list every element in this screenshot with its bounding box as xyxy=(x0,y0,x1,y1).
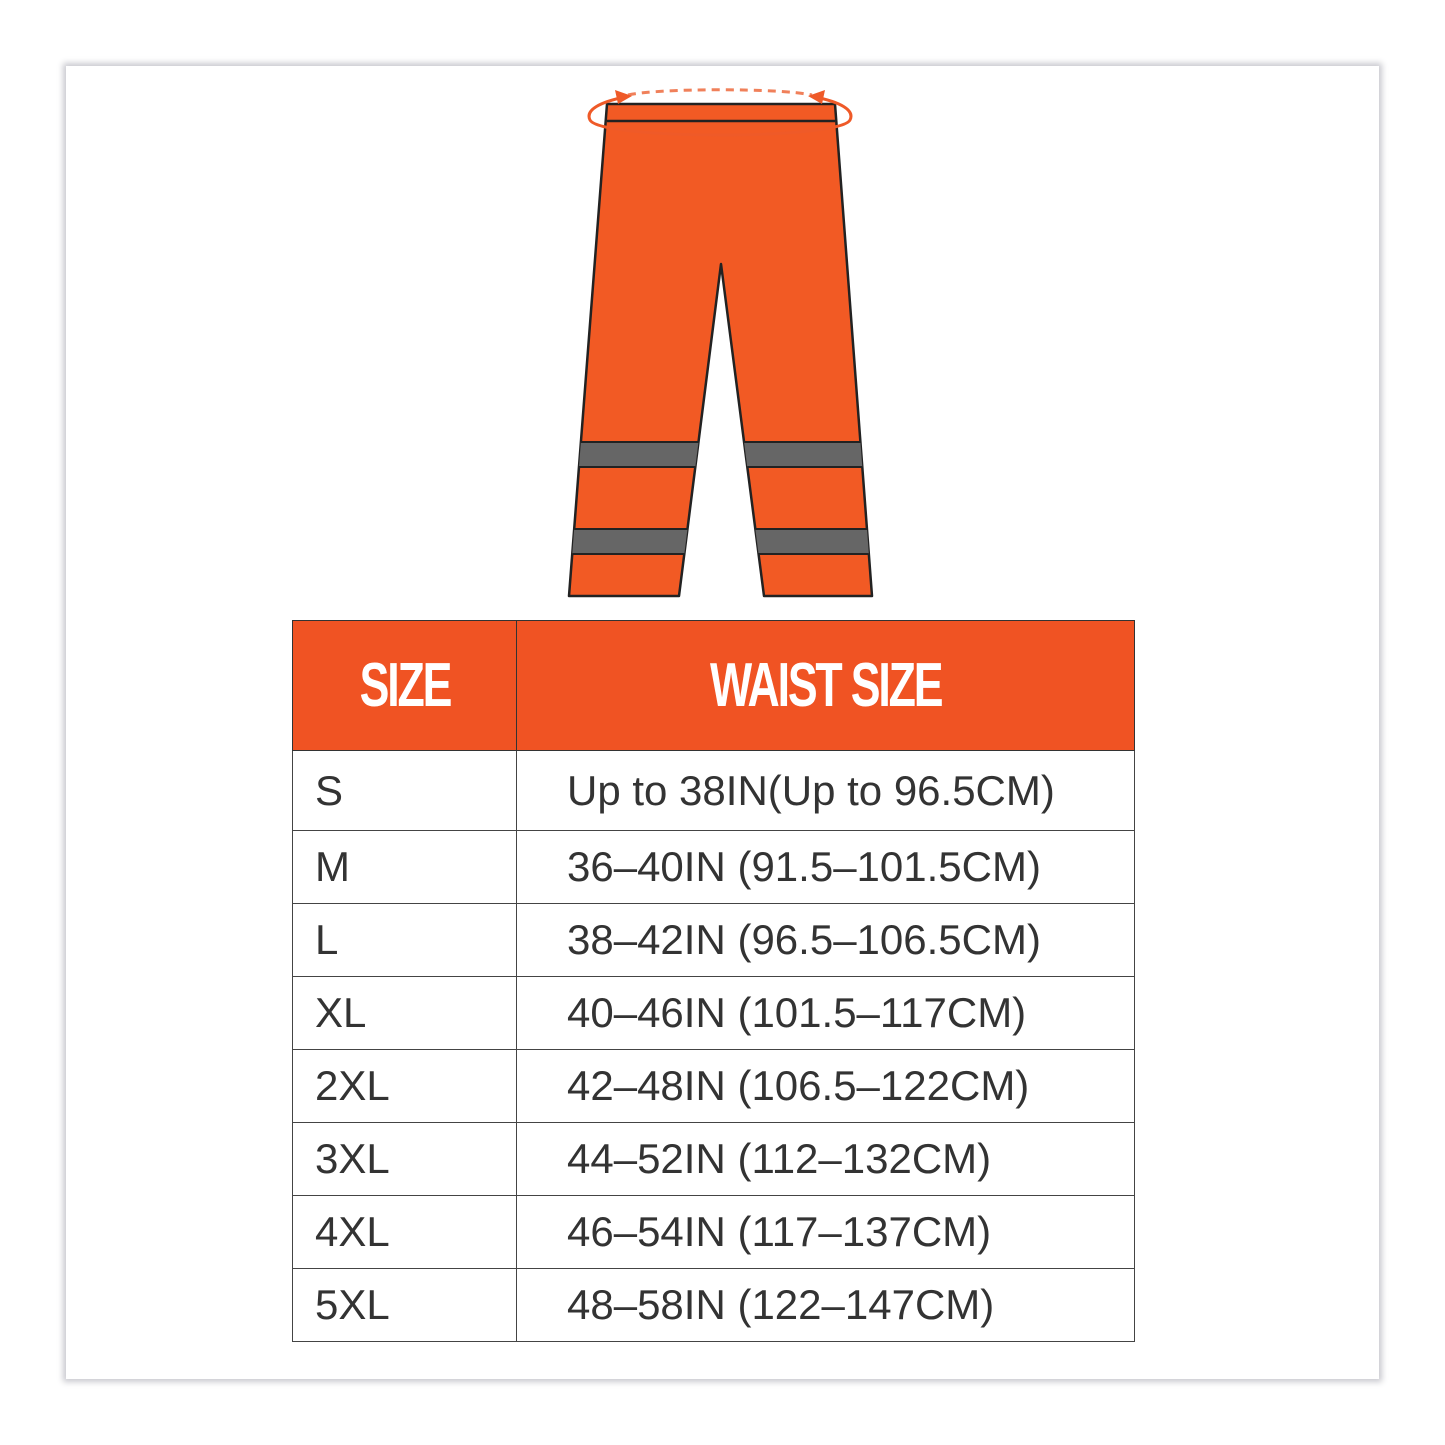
table-row: 5XL 48–58IN (122–147CM) xyxy=(292,1268,1135,1342)
pants-illustration xyxy=(567,88,874,598)
size-cell: L xyxy=(292,903,517,977)
size-cell: S xyxy=(292,750,517,831)
size-cell: 5XL xyxy=(292,1268,517,1342)
table-row: XL 40–46IN (101.5–117CM) xyxy=(292,976,1135,1050)
size-cell: XL xyxy=(292,976,517,1050)
size-cell: M xyxy=(292,830,517,904)
waist-measurement-arrows-icon xyxy=(587,88,853,137)
header-waist-size: WAIST SIZE xyxy=(516,620,1135,751)
waist-cell: 48–58IN (122–147CM) xyxy=(516,1268,1135,1342)
waist-cell: 44–52IN (112–132CM) xyxy=(516,1122,1135,1196)
waist-cell: 46–54IN (117–137CM) xyxy=(516,1195,1135,1269)
size-cell: 4XL xyxy=(292,1195,517,1269)
table-row: 2XL 42–48IN (106.5–122CM) xyxy=(292,1049,1135,1123)
table-row: S Up to 38IN(Up to 96.5CM) xyxy=(292,750,1135,831)
pants-body xyxy=(567,102,874,598)
waist-cell: 40–46IN (101.5–117CM) xyxy=(516,976,1135,1050)
table-row: 4XL 46–54IN (117–137CM) xyxy=(292,1195,1135,1269)
table-row: 3XL 44–52IN (112–132CM) xyxy=(292,1122,1135,1196)
waist-cell: Up to 38IN(Up to 96.5CM) xyxy=(516,750,1135,831)
waist-cell: 38–42IN (96.5–106.5CM) xyxy=(516,903,1135,977)
size-cell: 2XL xyxy=(292,1049,517,1123)
size-cell: 3XL xyxy=(292,1122,517,1196)
size-table: SIZE WAIST SIZE S Up to 38IN(Up to 96.5CM… xyxy=(292,620,1135,1342)
table-row: L 38–42IN (96.5–106.5CM) xyxy=(292,903,1135,977)
waist-cell: 36–40IN (91.5–101.5CM) xyxy=(516,830,1135,904)
table-row: M 36–40IN (91.5–101.5CM) xyxy=(292,830,1135,904)
waist-cell: 42–48IN (106.5–122CM) xyxy=(516,1049,1135,1123)
header-size: SIZE xyxy=(292,620,517,751)
